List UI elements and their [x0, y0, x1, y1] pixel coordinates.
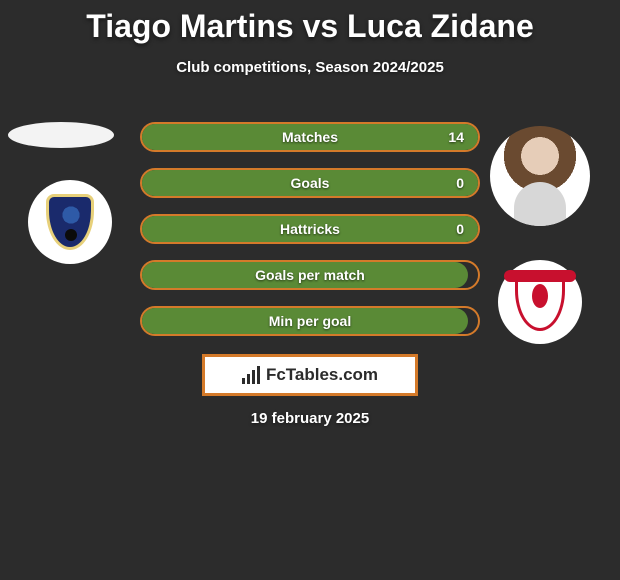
stat-row: Goals per match	[140, 260, 480, 290]
date-label: 19 february 2025	[0, 410, 620, 427]
stat-row: Hattricks 0	[140, 214, 480, 244]
stat-value-right: 0	[456, 221, 464, 237]
player-right-avatar	[490, 126, 590, 226]
stat-label: Min per goal	[269, 313, 351, 329]
huesca-crest-icon	[46, 194, 94, 250]
stats-rows: Matches 14 Goals 0 Hattricks 0 Goals per…	[140, 122, 480, 352]
stat-label: Goals per match	[255, 267, 365, 283]
stat-row: Matches 14	[140, 122, 480, 152]
brand-box[interactable]: FcTables.com	[202, 354, 418, 396]
granada-crest-icon	[515, 273, 565, 331]
stat-label: Hattricks	[280, 221, 340, 237]
stat-label: Matches	[282, 129, 338, 145]
stat-row: Goals 0	[140, 168, 480, 198]
stat-label: Goals	[291, 175, 330, 191]
page-subtitle: Club competitions, Season 2024/2025	[0, 59, 620, 76]
club-left-badge	[28, 180, 112, 264]
stat-value-right: 14	[448, 129, 464, 145]
player-left-avatar	[8, 122, 114, 148]
page-title: Tiago Martins vs Luca Zidane	[0, 0, 620, 45]
bar-chart-icon	[242, 366, 260, 384]
brand-text: FcTables.com	[266, 365, 378, 385]
club-right-badge	[498, 260, 582, 344]
stat-row: Min per goal	[140, 306, 480, 336]
stat-value-right: 0	[456, 175, 464, 191]
